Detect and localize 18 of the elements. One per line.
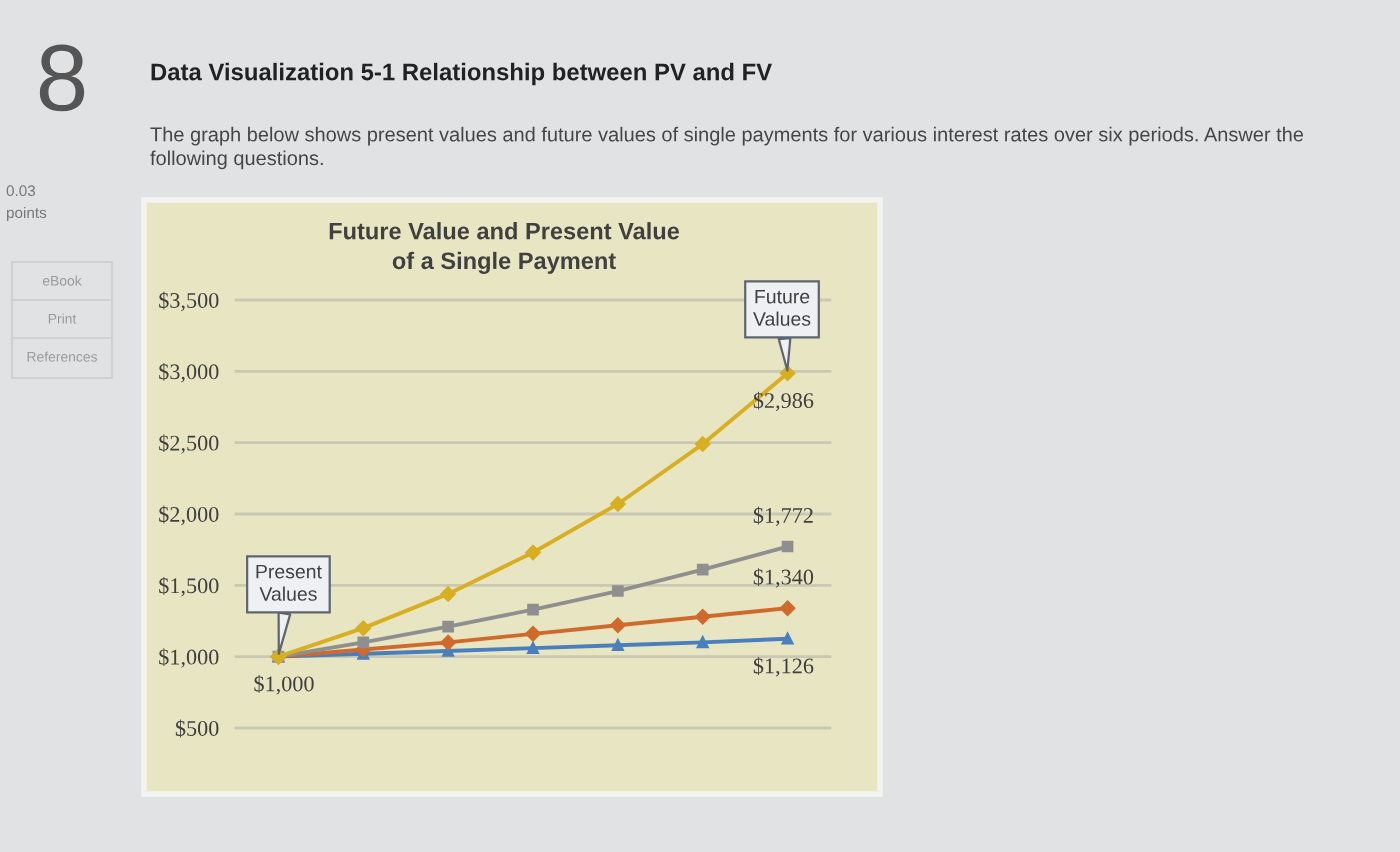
data-label: $1,126	[753, 657, 814, 677]
y-tick-label: $2,500	[159, 434, 219, 454]
chart-title: Future Value and Present Value of a Single Payment	[329, 222, 680, 274]
text: Data Visualization 5-1 Relationship between PV and FV	[151, 62, 772, 86]
data-label: $1,340	[753, 568, 814, 588]
annotation: Present Values	[256, 564, 322, 601]
text: The graph below shows present values and future values of single payments for various interest rates over six periods. Answer the following questions.	[150, 126, 1304, 170]
y-tick-label: $3,500	[159, 291, 219, 312]
y-tick-label: $1,500	[159, 576, 219, 597]
y-tick-label: $500	[175, 719, 219, 738]
data-label: $2,986	[753, 391, 814, 412]
text: 8	[39, 44, 85, 112]
data-label: $1,000	[254, 675, 314, 695]
y-tick-label: $2,000	[159, 505, 219, 526]
annotation: Future Values	[753, 289, 811, 326]
y-tick-label: $3,000	[159, 362, 219, 383]
y-tick-label: $1,000	[159, 648, 219, 668]
data-label: $1,772	[753, 506, 813, 527]
